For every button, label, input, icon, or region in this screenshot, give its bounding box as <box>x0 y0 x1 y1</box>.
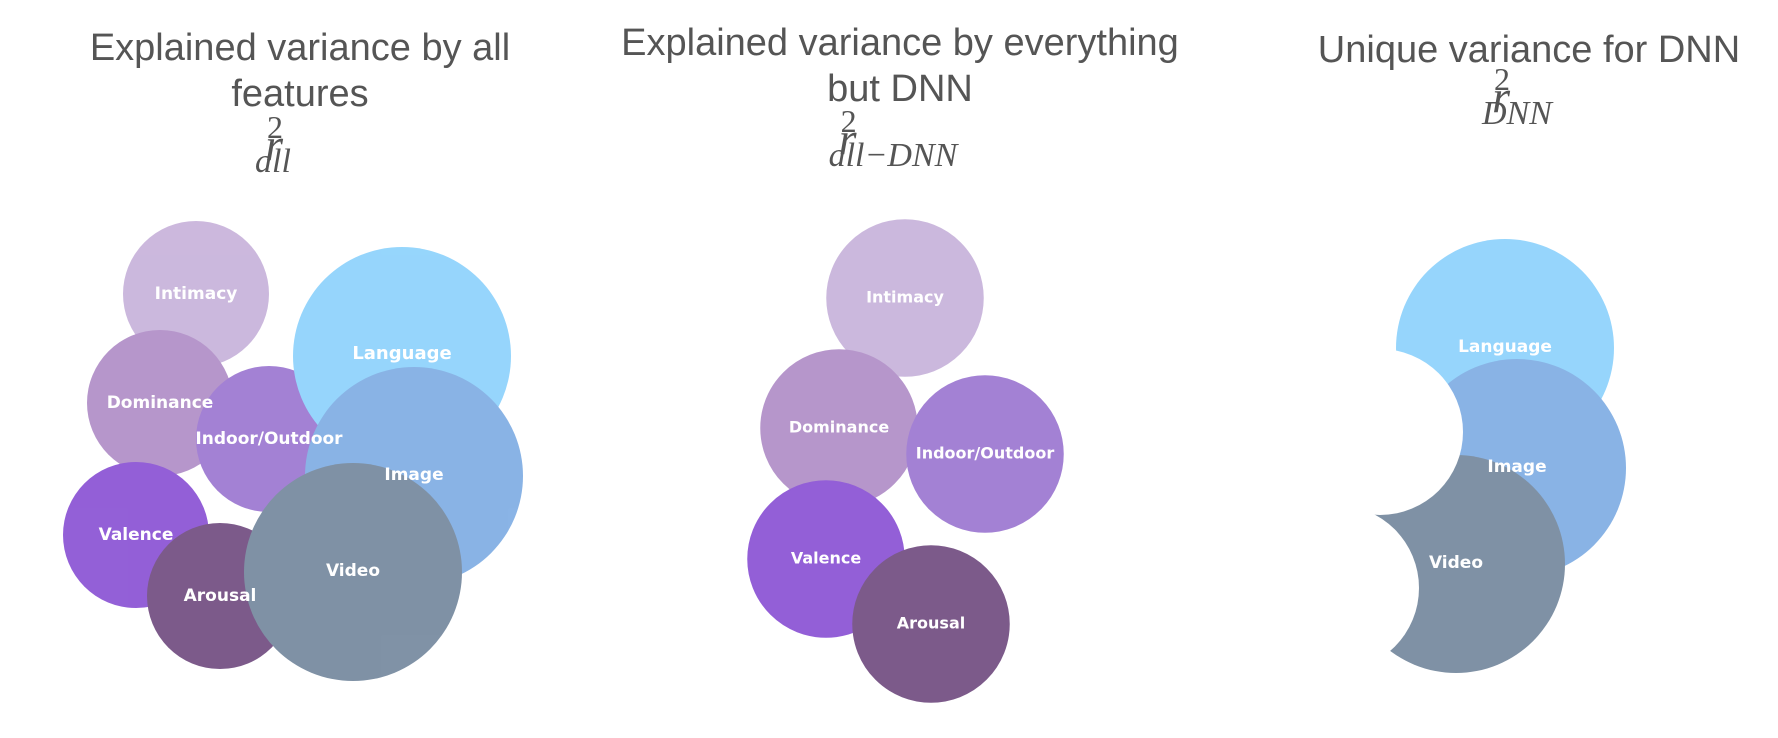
panel-title: Unique variance for DNN <box>1200 27 1778 73</box>
circle-video <box>244 463 462 681</box>
formula-r2-dnn: r2DNN <box>1200 61 1778 132</box>
formula-subscript: DNN <box>1481 95 1552 132</box>
title-line-2: but DNN <box>827 68 973 110</box>
label-arousal: Arousal <box>897 614 965 633</box>
venn-diagram-unique-dnn: Language Image Video <box>1347 239 1626 673</box>
formula-superscript: 2 <box>840 103 857 139</box>
label-intimacy: Intimacy <box>866 288 944 307</box>
venn-diagram-all: Intimacy Dominance Indoor/Outdoor Valenc… <box>63 221 523 681</box>
label-indoor-outdoor: Indoor/Outdoor <box>916 444 1055 463</box>
formula-r2-all: r2all <box>0 109 600 180</box>
label-dominance: Dominance <box>789 418 889 437</box>
label-image: Image <box>384 465 443 485</box>
label-indoor-outdoor: Indoor/Outdoor <box>195 429 343 449</box>
title-line-1: Unique variance for DNN <box>1317 29 1741 71</box>
formula-base: r <box>838 113 857 164</box>
label-language: Language <box>352 343 451 364</box>
formula-base: r <box>265 119 283 170</box>
label-dominance: Dominance <box>107 393 214 413</box>
circle-indoor-outdoor <box>906 375 1064 533</box>
label-valence: Valence <box>99 525 174 545</box>
panel-title: Explained variance by everything but DNN <box>600 20 1200 112</box>
formula-subscript: all <box>255 143 291 180</box>
formula-base: r <box>1492 71 1510 122</box>
panel-unique-dnn: Unique variance for DNN r2DNN Language I… <box>1200 0 1778 738</box>
venn-diagram-all-but-dnn: Intimacy Dominance Indoor/Outdoor Valenc… <box>747 219 1064 703</box>
label-image: Image <box>1487 457 1546 477</box>
circle-arousal <box>852 545 1010 703</box>
formula-r2-all-minus-dnn: r2all−DNN <box>600 103 1200 174</box>
title-line-1: Explained variance by everything <box>621 22 1179 64</box>
label-language: Language <box>1458 337 1552 357</box>
panel-all-but-dnn: Explained variance by everything but DNN… <box>600 0 1200 738</box>
label-video: Video <box>1429 553 1483 573</box>
label-valence: Valence <box>791 549 862 568</box>
label-arousal: Arousal <box>184 586 257 606</box>
label-intimacy: Intimacy <box>155 284 238 304</box>
circle-video <box>1347 455 1565 673</box>
panel-title: Explained variance by all features <box>0 25 600 117</box>
panel-all-features: Explained variance by all features r2all… <box>0 0 600 738</box>
label-video: Video <box>326 561 380 581</box>
title-line-1: Explained variance by all <box>89 27 511 69</box>
formula-subscript: all−DNN <box>828 137 958 174</box>
circle-intimacy <box>826 219 984 377</box>
formula-superscript: 2 <box>1493 61 1510 97</box>
title-line-2: features <box>231 73 369 115</box>
formula-superscript: 2 <box>267 109 283 145</box>
